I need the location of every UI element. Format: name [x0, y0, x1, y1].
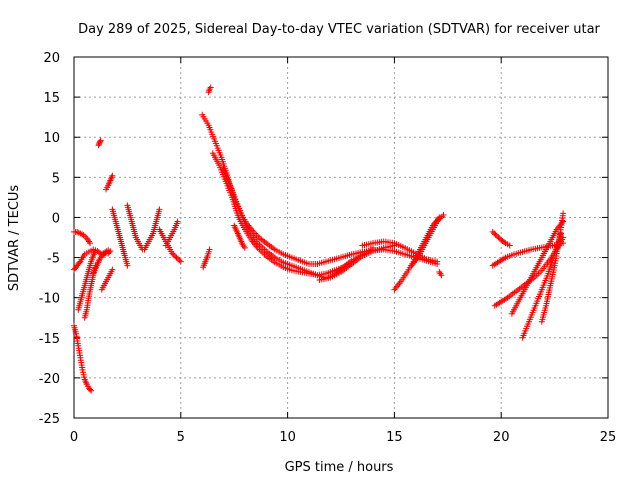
y-tick-label: -25: [39, 412, 60, 427]
y-tick-label: -15: [39, 332, 60, 347]
data-point: [172, 253, 179, 260]
data-point: [207, 84, 214, 91]
data-point: [493, 232, 500, 239]
data-point: [92, 248, 99, 255]
y-tick-label: 20: [43, 51, 60, 66]
data-point: [109, 266, 116, 273]
data-point: [434, 258, 441, 265]
data-point: [175, 255, 181, 262]
y-tick-label: -20: [39, 372, 60, 387]
data-point: [174, 218, 181, 225]
plot-frame: [73, 56, 609, 419]
data-point: [76, 259, 83, 266]
data-point: [560, 210, 567, 217]
y-tick-label: -10: [39, 292, 60, 307]
y-axis-label: SDTVAR / TECUs: [7, 185, 22, 292]
data-point: [492, 231, 499, 238]
y-tick-label: 5: [52, 171, 60, 186]
x-tick-label: 20: [493, 430, 510, 445]
data-point: [97, 137, 104, 144]
data-point: [156, 206, 163, 213]
grid-layer: [74, 57, 608, 418]
y-tick-label: 15: [43, 91, 60, 106]
data-point: [176, 257, 183, 264]
y-tick-label: 10: [43, 131, 60, 146]
y-tick-label: 0: [52, 211, 60, 226]
data-point: [106, 249, 113, 256]
chart-title: Day 289 of 2025, Sidereal Day-to-day VTE…: [78, 22, 600, 37]
x-tick-label: 25: [600, 430, 617, 445]
data-point: [107, 248, 114, 255]
x-tick-label: 5: [177, 430, 185, 445]
data-point: [491, 230, 498, 237]
tick-labels-layer: 0 5 10 15 20 25 -25 -20 -15 -10 -5 0 5 10 15 20: [39, 51, 617, 445]
x-tick-label: 15: [386, 430, 403, 445]
data-point: [206, 246, 213, 253]
data-point: [506, 242, 513, 249]
y-tick-label: -5: [47, 252, 60, 267]
data-point: [87, 386, 93, 393]
data-point: [87, 240, 93, 247]
data-point: [560, 218, 567, 225]
data-point: [170, 251, 177, 258]
data-point: [241, 244, 248, 251]
ticks-layer: [73, 56, 609, 419]
data-point: [177, 258, 184, 265]
data-point: [440, 212, 447, 218]
data-point: [109, 172, 116, 179]
x-axis-label: GPS time / hours: [285, 460, 394, 475]
data-point: [169, 250, 176, 257]
data-point: [438, 272, 445, 279]
data-point: [124, 262, 131, 269]
data-point: [88, 387, 95, 394]
x-tick-label: 10: [279, 430, 296, 445]
data-point: [489, 228, 496, 235]
x-tick-label: 0: [70, 430, 78, 445]
data-point: [495, 234, 502, 241]
data-marks-layer: [71, 84, 567, 394]
